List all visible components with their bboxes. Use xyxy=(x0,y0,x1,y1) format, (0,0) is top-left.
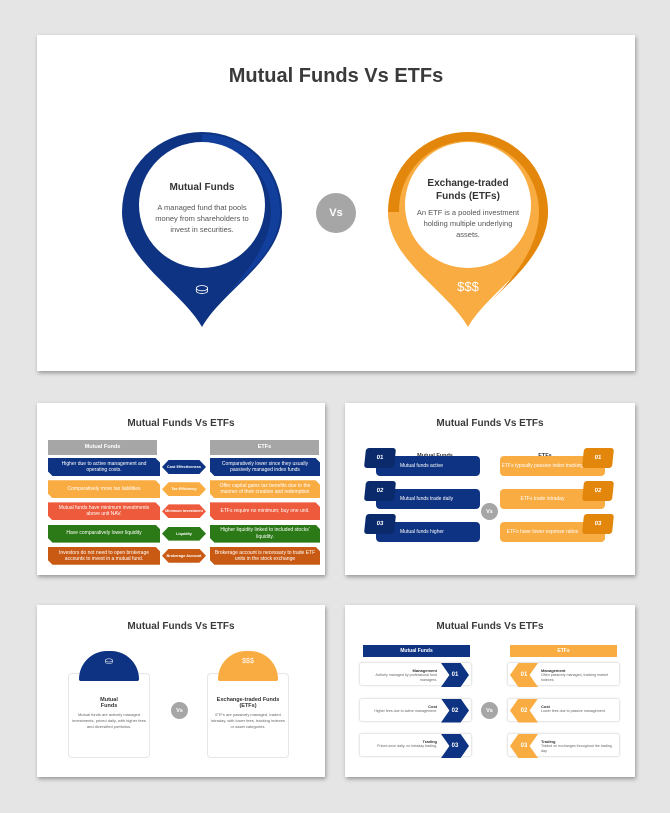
card-text: Often passively managed, tracking market… xyxy=(541,673,609,682)
mutual-fund-bar: Mutual funds active xyxy=(376,456,480,476)
chevron-number: 01 xyxy=(510,663,538,687)
mutual-fund-text: A managed fund that pools money from sha… xyxy=(155,203,249,234)
mutual-fund-card: Management Actively managed by profession… xyxy=(359,662,472,687)
number-tab: 03 xyxy=(363,514,397,534)
bar-text: ETFs typically passive index tracking xyxy=(501,463,584,469)
etf-cell: Offer capital gains tax benefits due to … xyxy=(210,480,320,499)
mutual-fund-cell: Comparatively more tax liabilities xyxy=(48,480,160,499)
vs-badge: Vs xyxy=(171,702,188,719)
mutual-fund-text: Mutual funds are actively managed invest… xyxy=(72,712,146,730)
mutual-fund-card: Trading Priced once daily, no intraday tr… xyxy=(359,733,472,758)
chevron-comparison-slide[interactable]: Mutual Funds Vs ETFs Mutual Funds ETFs V… xyxy=(345,605,635,777)
etf-title: Exchange-traded Funds (ETFs) xyxy=(427,178,509,202)
mutual-fund-cell: Have comparatively lower liquidity xyxy=(48,524,160,543)
card-text: Traded on exchanges throughout the tradi… xyxy=(541,744,612,753)
card-comparison-slide[interactable]: Mutual Funds Vs ETFs ⛀ Mutual Funds Mutu… xyxy=(37,605,325,777)
mutual-fund-title: Mutual Funds xyxy=(169,182,235,193)
bar-text: ETFs trade intraday xyxy=(520,496,565,502)
card-label: Management xyxy=(412,668,437,673)
chevron-number: 03 xyxy=(510,734,538,758)
vs-badge: Vs xyxy=(481,702,498,719)
card-label: Trading xyxy=(422,739,437,744)
mutual-fund-cell: Higher due to active management and oper… xyxy=(48,458,160,476)
header-etfs: ETFs xyxy=(210,440,319,455)
etf-cell: Higher liquidity linked to included stoc… xyxy=(210,524,320,543)
etf-bar: ETFs have lower expense ratios xyxy=(500,522,605,542)
number-tab: 03 xyxy=(581,514,615,534)
criterion-label: Minimum Investment xyxy=(162,504,206,519)
slide-title: Mutual Funds Vs ETFs xyxy=(127,418,235,429)
comparison-table-slide[interactable]: Mutual Funds Vs ETFs Mutual Funds ETFs H… xyxy=(37,403,325,575)
header-mutual-funds: Mutual Funds xyxy=(48,440,157,455)
etf-cell: ETFs require no minimum; buy one unit. xyxy=(210,502,320,521)
slide-title: Mutual Funds Vs ETFs xyxy=(127,621,235,632)
etf-bar: ETFs trade intraday xyxy=(500,489,605,509)
mutual-fund-title: Mutual Funds xyxy=(100,697,118,709)
card-text: Priced once daily, no intraday trading. xyxy=(377,744,437,748)
criterion-label: Cost Effectiveness xyxy=(162,460,206,474)
number-tab: 02 xyxy=(581,481,615,501)
header-mutual-funds: Mutual Funds xyxy=(363,645,470,657)
mutual-fund-card: Cost Higher fees due to active management… xyxy=(359,697,472,723)
bar-text: Mutual funds trade daily xyxy=(400,496,454,502)
etf-pin xyxy=(388,132,548,327)
etf-text: ETFs are passively managed, traded intra… xyxy=(211,712,285,730)
chevron-number: 03 xyxy=(441,734,469,758)
criterion-label: Tax Efficiency xyxy=(162,482,206,497)
etf-card: 02 Cost Lower fees due to passive managem… xyxy=(507,697,620,723)
bar-text: ETFs have lower expense ratios xyxy=(506,529,579,535)
etf-card: 03 Trading Traded on exchanges throughout… xyxy=(507,733,620,758)
mutual-fund-pin xyxy=(122,132,282,327)
etf-cap: $$$ xyxy=(218,651,278,681)
number-tab: 01 xyxy=(581,448,615,468)
slide-title: Mutual Funds Vs ETFs xyxy=(436,418,544,429)
chevron-number: 02 xyxy=(441,698,469,723)
card-text: Lower fees due to passive management. xyxy=(541,708,606,713)
etf-card: 01 Management Often passively managed, tr… xyxy=(507,662,620,687)
card-text: Higher fees due to active management. xyxy=(374,708,437,713)
criterion-label: Brokerage Account xyxy=(162,548,206,563)
card-label: Cost xyxy=(541,703,550,709)
etf-title: Exchange-traded Funds (ETFs) xyxy=(216,697,280,709)
mutual-fund-bar: Mutual funds higher xyxy=(376,522,480,542)
vs-badge: Vs xyxy=(481,503,498,520)
vs-badge: Vs xyxy=(316,193,356,233)
card-label: Trading xyxy=(541,739,556,744)
numbered-comparison-slide[interactable]: Mutual Funds Vs ETFs Mutual Funds ETFs V… xyxy=(345,403,635,575)
mutual-fund-cell: Investors do not need to open brokerage … xyxy=(48,546,160,565)
chevron-number: 02 xyxy=(510,698,538,723)
number-tab: 01 xyxy=(363,448,397,468)
slide-title: Mutual Funds Vs ETFs xyxy=(436,621,544,632)
header-etfs: ETFs xyxy=(510,645,617,657)
bar-text: Mutual funds active xyxy=(400,463,444,469)
slide-title: Mutual Funds Vs ETFs xyxy=(228,65,444,87)
etf-cell: Brokerage account is necessary to trade … xyxy=(210,546,320,565)
mutual-fund-cell: Mutual funds have minimum investments ab… xyxy=(48,502,160,521)
main-slide[interactable]: Mutual Funds Vs ETFs Mutual Funds A mana… xyxy=(37,35,635,371)
money-bags-icon: $$$ xyxy=(457,279,479,294)
etf-bar: ETFs typically passive index tracking xyxy=(500,456,605,476)
card-label: Management xyxy=(541,668,566,673)
chevron-number: 01 xyxy=(441,663,469,687)
criterion-label: Liquidity xyxy=(162,526,206,541)
bar-text: Mutual funds higher xyxy=(400,529,444,535)
mutual-fund-cap: ⛀ xyxy=(79,651,139,681)
hand-coins-icon: ⛀ xyxy=(195,281,209,298)
etf-cell: Comparatively lower since they usually p… xyxy=(210,458,320,476)
card-label: Cost xyxy=(428,703,437,709)
card-text: Actively managed by professional fund ma… xyxy=(375,673,437,682)
etf-text: An ETF is a pooled investment holding mu… xyxy=(416,208,520,239)
mutual-fund-bar: Mutual funds trade daily xyxy=(376,489,480,509)
number-tab: 02 xyxy=(363,481,397,501)
